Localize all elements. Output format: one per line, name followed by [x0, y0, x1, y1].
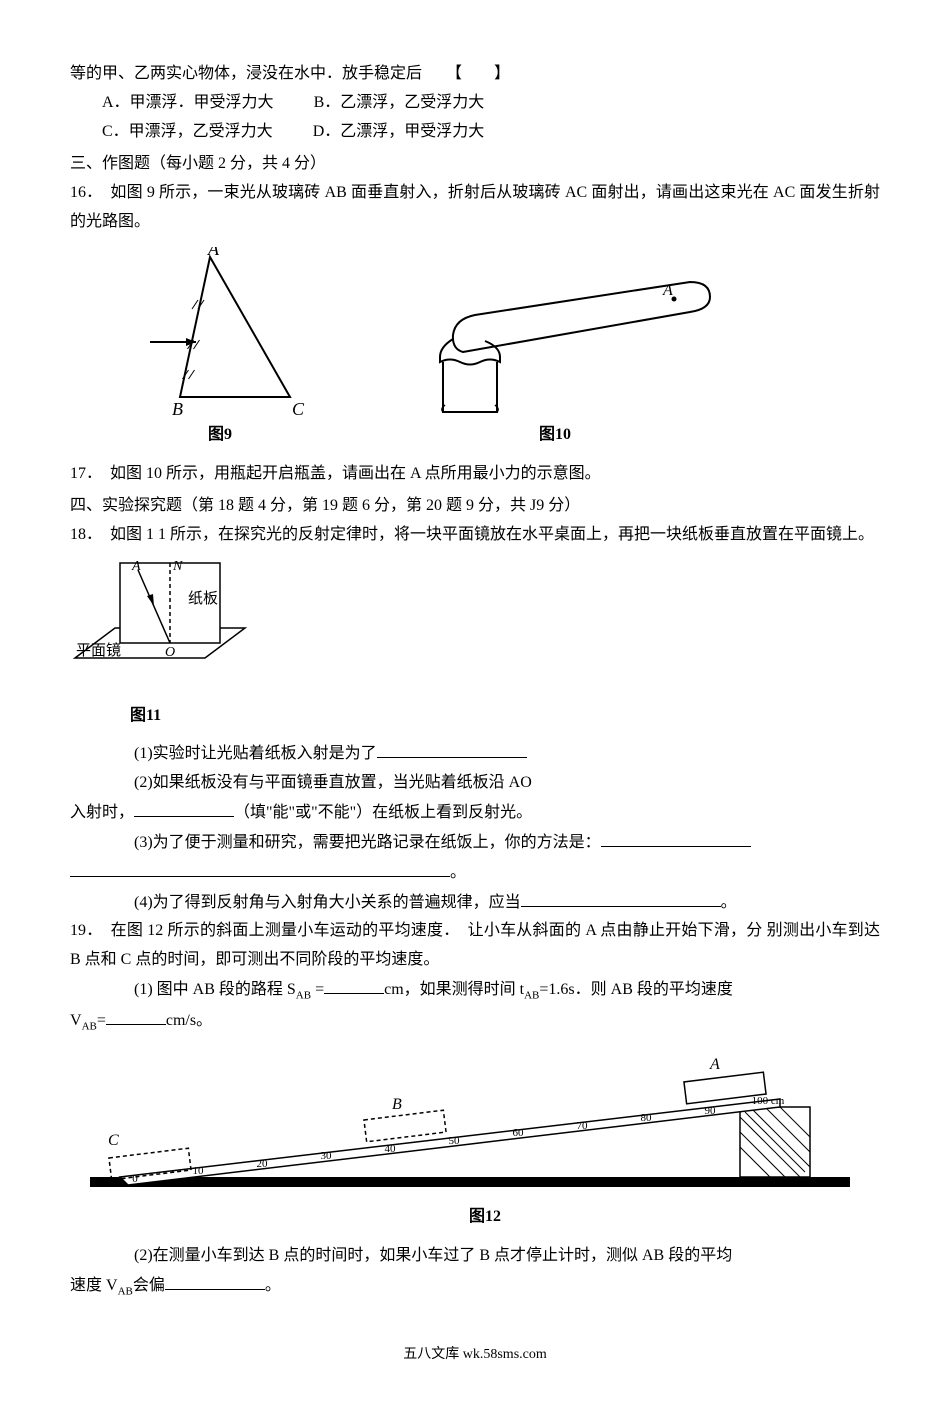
- sub-ab-3: AB: [82, 1021, 97, 1033]
- q18-2b-post: （填"能"或"不能"）在纸板上看到反射光。: [234, 804, 532, 821]
- fig9-caption: 图9: [208, 421, 232, 450]
- m-80: 80: [641, 1112, 653, 1124]
- figure-12-svg: 0 10 20 30 40 50 60 70 80 90 100 cm A B …: [90, 1047, 850, 1197]
- m-10: 10: [193, 1165, 205, 1177]
- section-4-heading: 四、实验探究题（第 18 题 4 分，第 19 题 6 分，第 20 题 9 分…: [70, 492, 880, 521]
- q18-3-cont: 。: [70, 858, 880, 888]
- blank-19-2[interactable]: [165, 1271, 265, 1290]
- sub-ab-1: AB: [296, 989, 311, 1001]
- figure-row-9-10: A B C 图9 A 图10: [130, 247, 880, 450]
- m-50: 50: [449, 1135, 461, 1147]
- blank-18-4[interactable]: [521, 888, 721, 907]
- q19-1-d: =1.6s．则 AB 段的平均速度: [539, 981, 732, 998]
- figure-9-svg: A B C: [130, 247, 310, 417]
- m-0: 0: [132, 1173, 138, 1185]
- q19-2b: 速度 VAB会偏。: [70, 1271, 880, 1302]
- fig12-C: C: [108, 1132, 119, 1149]
- q19-2b-post: 会偏: [133, 1277, 165, 1294]
- intro-line: 等的甲、乙两实心物体，浸没在水中．放手稳定后 【 】: [70, 60, 880, 89]
- question-18: 18． 如图 1 1 所示，在探究光的反射定律时，将一块平面镜放在水平桌面上，再…: [70, 521, 880, 550]
- fig11-N: N: [172, 559, 183, 574]
- option-B: B．乙漂浮，乙受浮力大: [314, 94, 485, 111]
- fig11-mirror: 平面镜: [76, 641, 121, 659]
- q18-1-text: (1)实验时让光贴着纸板入射是为了: [134, 745, 377, 762]
- q19-1-b: =: [311, 981, 324, 998]
- fig11-board: 纸板: [188, 589, 218, 607]
- fig9-label-A: A: [207, 247, 220, 259]
- q19-1-e: V: [70, 1012, 82, 1029]
- blank-18-3b[interactable]: [70, 858, 450, 877]
- q18-3-text: (3)为了便于测量和研究，需要把光路记录在纸饭上，你的方法是：: [134, 834, 601, 851]
- q18-3: (3)为了便于测量和研究，需要把光路记录在纸饭上，你的方法是：: [70, 828, 880, 858]
- fig12-A: A: [709, 1056, 720, 1073]
- fig12-B: B: [392, 1096, 402, 1113]
- blank-18-2[interactable]: [134, 798, 234, 817]
- sub-ab-4: AB: [118, 1285, 133, 1297]
- q19-2a: (2)在测量小车到达 B 点的时间时，如果小车过了 B 点才停止计时，测似 AB…: [70, 1242, 880, 1271]
- fig9-label-C: C: [292, 399, 305, 417]
- m-40: 40: [385, 1143, 397, 1155]
- q19-1-cont: VAB= cm/s。: [70, 1006, 880, 1037]
- options-line-1: A．甲漂浮．甲受浮力大 B．乙漂浮，乙受浮力大: [70, 89, 880, 118]
- option-D: D．乙漂浮，甲受浮力大: [313, 123, 485, 140]
- q18-2b: 入射时， （填"能"或"不能"）在纸板上看到反射光。: [70, 798, 880, 828]
- fig10-label-A: A: [662, 282, 673, 299]
- q18-4-text: (4)为了得到反射角与入射角大小关系的普遍规律，应当: [134, 894, 521, 911]
- m-90: 90: [705, 1105, 717, 1117]
- q19-2b-pre: 速度 V: [70, 1277, 118, 1294]
- figure-11-svg: A N O 纸板 平面镜: [70, 558, 260, 698]
- figure-10: A 图10: [390, 257, 720, 450]
- fig12-caption: 图12: [90, 1203, 880, 1232]
- figure-12: 0 10 20 30 40 50 60 70 80 90 100 cm A B …: [90, 1047, 880, 1232]
- figure-10-svg: A: [390, 257, 720, 417]
- question-16: 16． 如图 9 所示，一束光从玻璃砖 AB 面垂直射入，折射后从玻璃砖 AC …: [70, 179, 880, 237]
- q18-2a: (2)如果纸板没有与平面镜垂直放置，当光贴着纸板沿 AO: [70, 769, 880, 798]
- figure-9: A B C 图9: [130, 247, 310, 450]
- q19-1: (1) 图中 AB 段的路程 SAB =cm，如果测得时间 tAB=1.6s．则…: [70, 975, 880, 1006]
- m-20: 20: [257, 1158, 269, 1170]
- fig10-caption: 图10: [539, 421, 571, 450]
- blank-18-1[interactable]: [377, 739, 527, 758]
- blank-19-vab[interactable]: [106, 1006, 166, 1025]
- footer-text: 五八文库 wk.58sms.com: [70, 1342, 880, 1367]
- q19-1-c: cm，如果测得时间 t: [384, 981, 524, 998]
- sub-ab-2: AB: [524, 989, 539, 1001]
- m-70: 70: [577, 1120, 589, 1132]
- option-A: A．甲漂浮．甲受浮力大: [102, 94, 274, 111]
- m-30: 30: [321, 1150, 333, 1162]
- options-line-2: C．甲漂浮，乙受浮力大 D．乙漂浮，甲受浮力大: [70, 118, 880, 147]
- m-60: 60: [513, 1127, 525, 1139]
- fig11-A: A: [131, 559, 141, 574]
- fig9-label-B: B: [172, 399, 183, 417]
- question-17: 17． 如图 10 所示，用瓶起开启瓶盖，请画出在 A 点所用最小力的示意图。: [70, 460, 880, 489]
- blank-18-3a[interactable]: [601, 828, 751, 847]
- q18-2b-pre: 入射时，: [70, 804, 134, 821]
- blank-19-sab[interactable]: [324, 975, 384, 994]
- q19-1-g: cm/s。: [166, 1012, 212, 1029]
- fig11-caption: 图11: [70, 702, 880, 731]
- figure-11: A N O 纸板 平面镜 图11: [70, 558, 880, 731]
- q19-1-a: (1) 图中 AB 段的路程 S: [134, 981, 296, 998]
- fig11-O: O: [165, 645, 175, 660]
- question-19: 19． 在图 12 所示的斜面上测量小车运动的平均速度． 让小车从斜面的 A 点…: [70, 917, 880, 975]
- q19-1-f: =: [97, 1012, 106, 1029]
- q18-4: (4)为了得到反射角与入射角大小关系的普遍规律，应当。: [70, 888, 880, 918]
- q18-1: (1)实验时让光贴着纸板入射是为了: [70, 739, 880, 769]
- m-100: 100 cm: [752, 1095, 785, 1107]
- option-C: C．甲漂浮，乙受浮力大: [102, 123, 273, 140]
- section-3-heading: 三、作图题（每小题 2 分，共 4 分）: [70, 150, 880, 179]
